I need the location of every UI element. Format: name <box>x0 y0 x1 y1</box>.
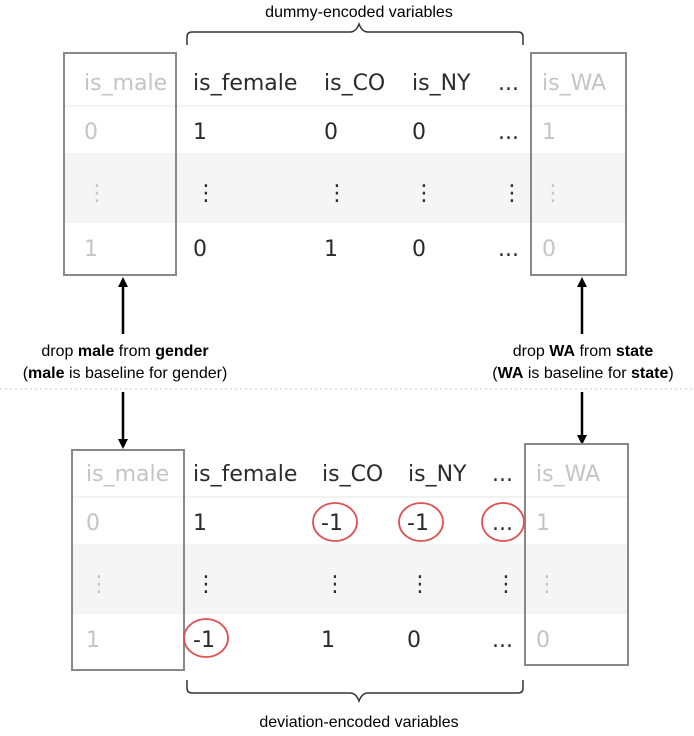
header-ellipsis: ... <box>498 71 519 96</box>
cell: ⋮ <box>326 181 348 206</box>
cell: 1 <box>324 237 338 262</box>
dropped-wa-box <box>524 443 629 666</box>
right-annotation-line2: (WA is baseline for state) <box>492 365 673 382</box>
cell: 0 <box>407 628 421 653</box>
header-is-wa: is_WA <box>542 71 606 96</box>
cell: 0 <box>412 120 426 145</box>
cell: 1 <box>84 237 98 262</box>
cell: -1 <box>193 628 215 653</box>
header-is-male: is_male <box>86 462 169 487</box>
cell: 1 <box>193 511 207 536</box>
header-is-female: is_female <box>193 462 297 487</box>
cell: 1 <box>193 120 207 145</box>
cell: ... <box>492 511 513 536</box>
header-is-male: is_male <box>84 71 167 96</box>
cell: ⋮ <box>536 572 558 597</box>
highlight-circle-female <box>183 618 229 658</box>
header-is-ny: is_NY <box>412 71 471 96</box>
header-is-female: is_female <box>193 71 297 96</box>
cell: 0 <box>324 120 338 145</box>
dropped-wa-box <box>530 52 627 276</box>
header-is-wa: is_WA <box>536 462 600 487</box>
stripe-row <box>72 545 628 613</box>
cell: ⋮ <box>409 572 431 597</box>
top-caption: dummy-encoded variables <box>265 4 453 21</box>
bottom-brace <box>186 680 524 704</box>
cell: 0 <box>86 511 100 536</box>
cell: 0 <box>84 120 98 145</box>
stripe-row <box>64 154 626 222</box>
cell: ⋮ <box>542 181 564 206</box>
cell: ⋮ <box>413 181 435 206</box>
top-brace <box>186 21 524 45</box>
cell: ⋮ <box>501 181 523 206</box>
left-annotation-line1: drop male from gender <box>41 343 208 360</box>
header-is-ny: is_NY <box>408 462 467 487</box>
cell: ⋮ <box>495 572 517 597</box>
cell: 1 <box>536 511 550 536</box>
header-is-co: is_CO <box>322 462 383 487</box>
left-annotation-line2: (male is baseline for gender) <box>23 365 228 382</box>
cell: 1 <box>86 628 100 653</box>
cell: ⋮ <box>86 181 108 206</box>
right-annotation-line1: drop WA from state <box>513 343 654 360</box>
highlight-circle-ellipsis <box>481 502 525 542</box>
cell: ... <box>498 237 519 262</box>
dropped-male-box <box>71 449 185 671</box>
cell: ⋮ <box>195 572 217 597</box>
cell: 0 <box>412 237 426 262</box>
cell: 0 <box>193 237 207 262</box>
cell: ⋮ <box>88 572 110 597</box>
cell: ⋮ <box>195 181 217 206</box>
bottom-caption: deviation-encoded variables <box>259 714 458 731</box>
highlight-circle-co <box>312 502 358 542</box>
cell: 1 <box>542 120 556 145</box>
cell: 1 <box>321 628 335 653</box>
cell: -1 <box>407 511 429 536</box>
highlight-circle-ny <box>398 502 444 542</box>
header-is-co: is_CO <box>324 71 385 96</box>
header-ellipsis: ... <box>492 462 513 487</box>
cell: ... <box>492 628 513 653</box>
cell: 0 <box>536 628 550 653</box>
cell: 0 <box>542 237 556 262</box>
deviation-encoded-table: is_male is_female is_CO is_NY ... is_WA … <box>71 443 629 671</box>
cell: -1 <box>321 511 343 536</box>
cell: ... <box>498 120 519 145</box>
dropped-male-box <box>63 52 177 276</box>
cell: ⋮ <box>324 572 346 597</box>
dummy-encoded-table: is_male is_female is_CO is_NY ... is_WA … <box>63 52 627 276</box>
